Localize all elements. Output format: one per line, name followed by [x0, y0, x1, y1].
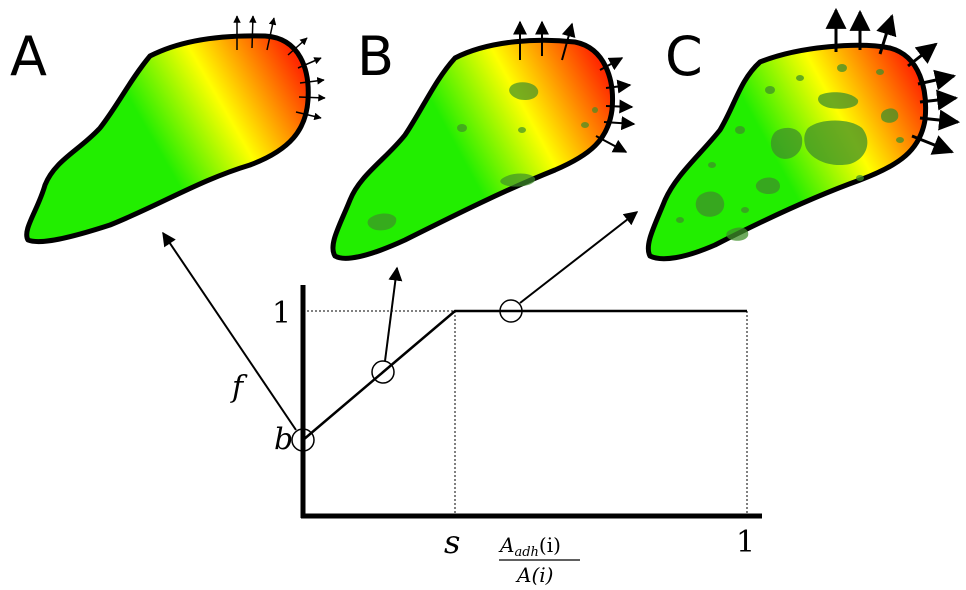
sample-point-c [499, 299, 523, 323]
x-threshold-label: s [444, 523, 460, 561]
x-max-label: 1 [736, 525, 755, 560]
pointer-arrow-a [162, 231, 297, 431]
y-intercept-label: b [274, 422, 293, 457]
cell-c-adhesions [676, 64, 904, 241]
y-max-label: 1 [272, 296, 291, 331]
panel-letter-b: B [357, 25, 394, 88]
sample-point-a [291, 428, 315, 452]
cell-c: C [645, 7, 961, 262]
cell-c-force-arrows [825, 7, 961, 155]
cell-b-adhesions [367, 82, 598, 231]
cell-a-force-arrows [233, 15, 326, 121]
cell-a-body [24, 33, 311, 245]
cell-b: B [330, 20, 636, 261]
x-numerator-arg: (i) [539, 533, 561, 557]
x-axis-label: Aadh(i) A(i) [498, 533, 580, 587]
panel-letter-a: A [10, 25, 47, 88]
cell-b-force-arrows [513, 20, 636, 153]
y-axis-label: f [230, 370, 248, 405]
sample-point-b [371, 360, 395, 384]
cell-a: A [10, 15, 326, 245]
x-numerator-sub: adh [514, 545, 538, 560]
pointer-arrow-c [519, 211, 639, 304]
x-denominator: A(i) [515, 563, 553, 587]
cell-b-body [330, 37, 616, 261]
panel-letter-c: C [665, 25, 703, 88]
f-curve [302, 309, 747, 441]
activation-graph: f b 1 s 1 Aadh(i) A(i) [162, 211, 762, 587]
svg-text:Aadh(i): Aadh(i) [498, 533, 561, 560]
x-numerator: A [498, 533, 514, 557]
pointer-arrow-b [384, 266, 403, 362]
